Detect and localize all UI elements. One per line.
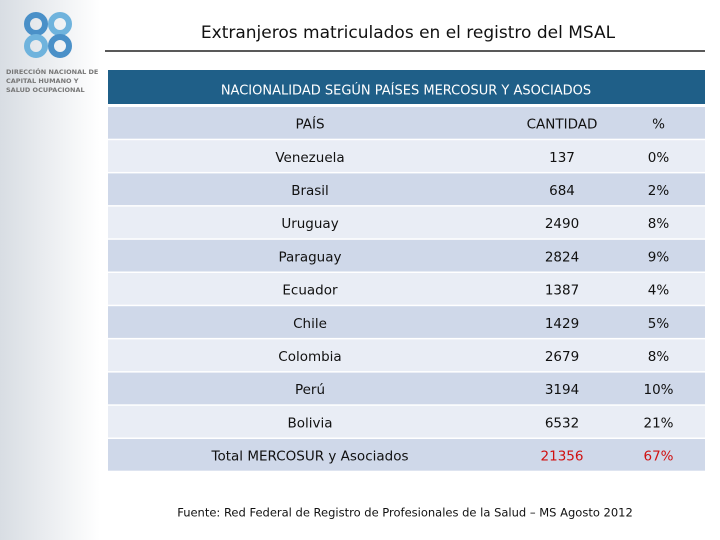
table-row xyxy=(108,306,705,338)
table-row xyxy=(108,439,705,471)
table-row xyxy=(108,273,705,305)
table-cell: Chile xyxy=(293,316,327,332)
logo-line: DIRECCIÓN NACIONAL DE xyxy=(6,67,98,76)
sidebar xyxy=(0,0,100,540)
table-cell: 2679 xyxy=(545,349,579,365)
logo-line: CAPITAL HUMANO Y xyxy=(6,77,79,85)
table-cell: 21356 xyxy=(541,449,584,465)
table-row xyxy=(108,140,705,172)
table-row xyxy=(108,107,705,139)
table-title-bar xyxy=(108,70,705,104)
logo xyxy=(24,12,72,58)
table-cell: 1429 xyxy=(545,316,579,332)
table-cell: Brasil xyxy=(291,183,329,199)
table-cell: 8% xyxy=(648,216,670,232)
table-cell: 9% xyxy=(648,249,670,265)
table-cell: 3194 xyxy=(545,382,579,398)
table-cell: Venezuela xyxy=(275,150,344,166)
table-cell: 2% xyxy=(648,183,670,199)
slide-title: Extranjeros matriculados en el registro … xyxy=(201,23,616,43)
table-cell: 5% xyxy=(648,316,670,332)
table-row xyxy=(108,339,705,372)
table-cell: 684 xyxy=(549,183,575,199)
column-header: % xyxy=(652,117,665,133)
table: PAÍS CANTIDAD % Venezuela 137 0% Brasil 684 2% Ur… xyxy=(108,107,705,471)
table-row xyxy=(108,206,705,239)
table-cell: Paraguay xyxy=(278,249,341,265)
table-cell: 4% xyxy=(648,283,670,299)
table-cell: 0% xyxy=(648,150,670,166)
table-cell: Bolivia xyxy=(287,415,332,431)
table-row xyxy=(108,372,705,405)
table-cell: Perú xyxy=(295,382,325,398)
table-cell: 21% xyxy=(643,415,673,431)
table-cell: 2490 xyxy=(545,216,579,232)
table-cell: Total MERCOSUR y Asociados xyxy=(211,449,409,465)
table-row xyxy=(108,405,705,438)
table-cell: 2824 xyxy=(545,249,579,265)
table-cell: Uruguay xyxy=(281,216,338,232)
table-title: NACIONALIDAD SEGÚN PAÍSES MERCOSUR Y ASO… xyxy=(221,83,591,99)
column-header: CANTIDAD xyxy=(527,117,598,133)
logo-line: SALUD OCUPACIONAL xyxy=(6,86,85,94)
table-cell: Colombia xyxy=(278,349,341,365)
table-cell: 67% xyxy=(643,449,673,465)
table-cell: Ecuador xyxy=(282,283,338,299)
column-header: PAÍS xyxy=(295,116,324,133)
table-cell: 10% xyxy=(643,382,673,398)
table-cell: 8% xyxy=(648,349,670,365)
table-row xyxy=(108,239,705,272)
table-cell: 6532 xyxy=(545,415,579,431)
table-cell: 1387 xyxy=(545,283,579,299)
table-row xyxy=(108,173,705,206)
source-note: Fuente: Red Federal de Registro de Profe… xyxy=(177,506,633,520)
table-cell: 137 xyxy=(549,150,575,166)
